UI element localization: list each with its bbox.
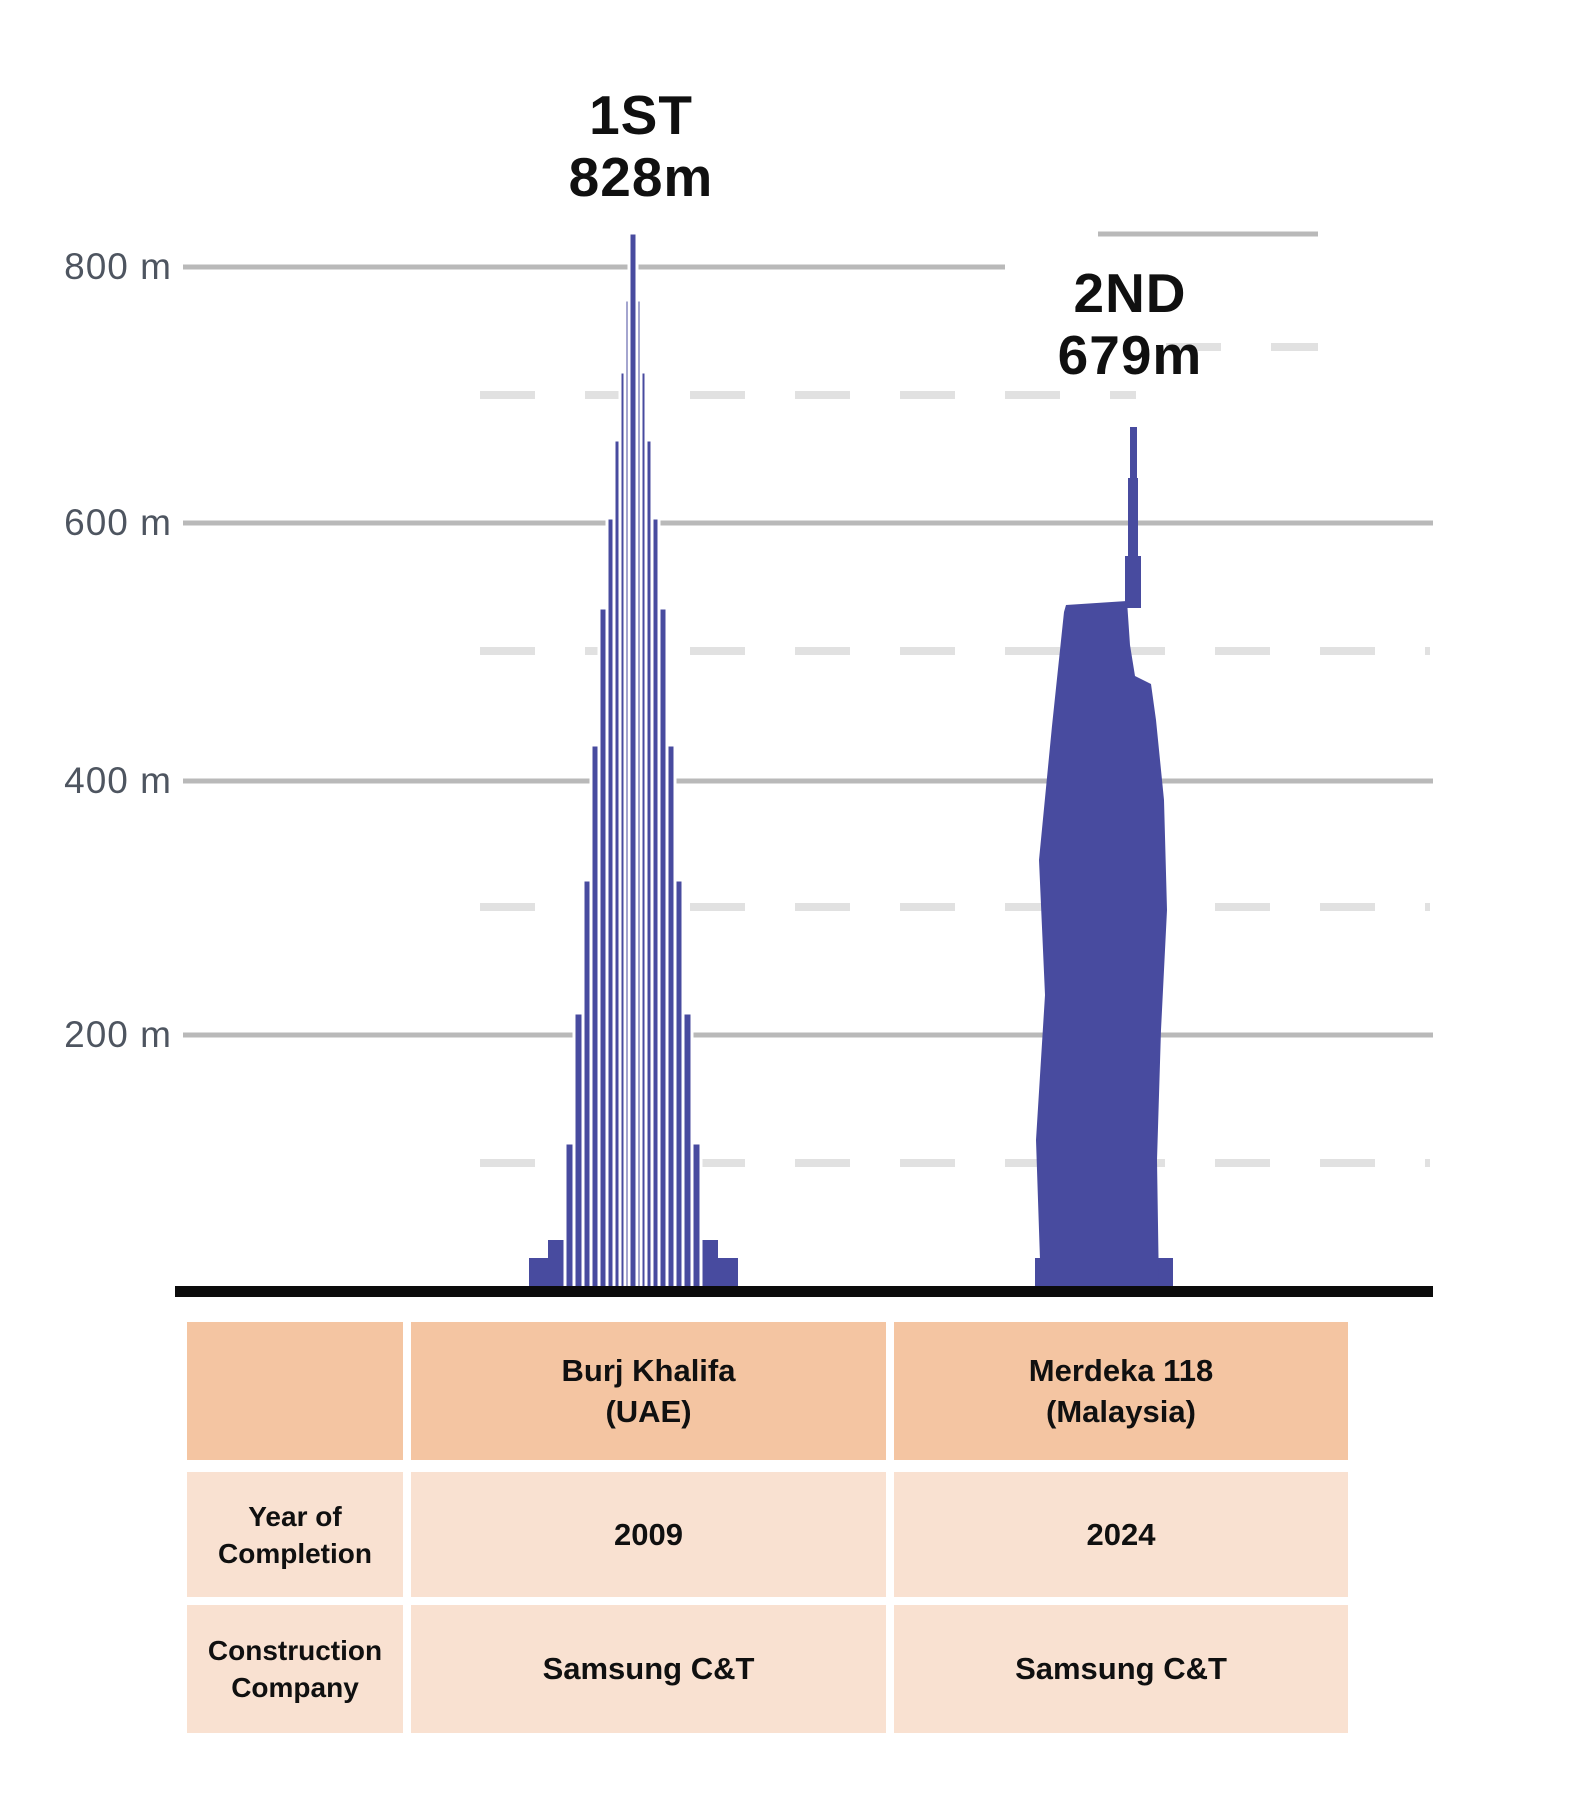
rank-label-first: 1ST 828m	[441, 84, 841, 208]
rank-second-text: 2ND	[1073, 262, 1187, 324]
gridlines-solid	[183, 231, 1433, 1038]
ytick-400m: 400 m	[64, 760, 172, 801]
table-row-year: Year of Completion 2009 2024	[187, 1472, 1348, 1597]
rank-first-text: 1ST	[589, 84, 693, 146]
height-first-text: 828m	[568, 146, 714, 208]
cell-company-merdeka: Samsung C&T	[894, 1605, 1348, 1733]
merdeka-spire-tip	[1130, 427, 1137, 483]
ytick-600m: 600 m	[64, 502, 172, 543]
building1-name: Burj Khalifa	[561, 1353, 736, 1388]
burj-khalifa-silhouette	[529, 231, 738, 1294]
table-corner-cell	[187, 1322, 403, 1460]
building1-country: (UAE)	[605, 1394, 692, 1429]
cell-year-burj: 2009	[411, 1472, 886, 1597]
building2-name: Merdeka 118	[1028, 1353, 1214, 1388]
ground-axis-line	[175, 1286, 1433, 1297]
row-label-year-of-completion: Year of Completion	[187, 1472, 403, 1597]
table-header-merdeka-118: Merdeka 118 (Malaysia)	[894, 1322, 1348, 1460]
cell-company-burj: Samsung C&T	[411, 1605, 886, 1733]
building2-country: (Malaysia)	[1046, 1394, 1196, 1429]
row-label-construction-company: Construction Company	[187, 1605, 403, 1733]
cell-year-merdeka: 2024	[894, 1472, 1348, 1597]
rank-label-second: 2ND 679m	[930, 262, 1330, 386]
table-row-company: Construction Company Samsung C&T Samsung…	[187, 1605, 1348, 1733]
ytick-200m: 200 m	[64, 1014, 172, 1055]
burj-spire	[627, 231, 639, 1294]
ytick-800m: 800 m	[64, 246, 172, 287]
height-second-text: 679m	[1057, 324, 1203, 386]
table-header-burj-khalifa: Burj Khalifa (UAE)	[411, 1322, 886, 1460]
merdeka-body	[1036, 601, 1167, 1290]
table-header-row: Burj Khalifa (UAE) Merdeka 118 (Malaysia…	[187, 1322, 1348, 1460]
merdeka-spire-segment	[1128, 478, 1138, 560]
merdeka-spire-segment	[1125, 556, 1141, 608]
merdeka-118-silhouette	[1035, 427, 1173, 1292]
